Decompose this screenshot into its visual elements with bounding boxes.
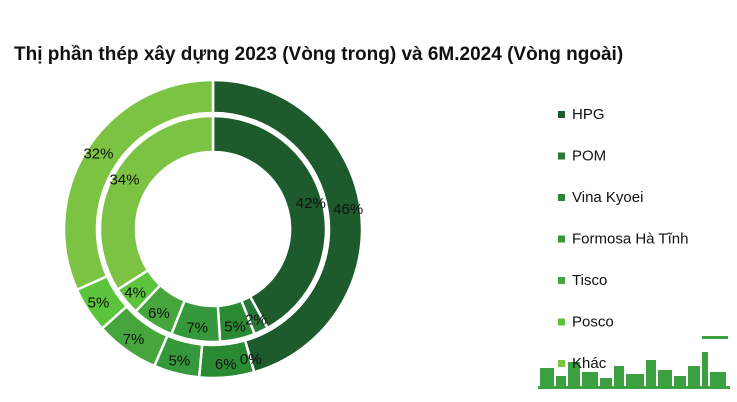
legend-swatch	[558, 152, 565, 160]
data-label: 6%	[215, 356, 237, 373]
legend-label: Tisco	[572, 272, 607, 289]
data-label: 2%	[245, 311, 267, 328]
data-label: 46%	[333, 201, 363, 218]
data-label: 42%	[296, 195, 326, 212]
legend-swatch	[558, 194, 565, 201]
legend-label: Khác	[572, 355, 607, 372]
legend-label: Formosa Hà Tĩnh	[572, 230, 688, 247]
data-label: 0%	[240, 351, 262, 368]
legend-swatch	[558, 111, 565, 118]
data-label: 5%	[169, 352, 191, 369]
legend-swatch	[558, 318, 565, 326]
data-label: 5%	[224, 319, 246, 336]
legend-label: Vina Kyoei	[572, 189, 643, 206]
legend-label: Posco	[572, 313, 614, 330]
donut-slice	[211, 114, 328, 330]
legend-label: HPG	[572, 106, 605, 123]
data-label: 6%	[148, 305, 170, 322]
legend-label: POM	[572, 147, 606, 164]
donut-slice	[98, 114, 215, 292]
data-label: 32%	[83, 146, 113, 163]
donut-slice	[211, 78, 364, 374]
legend-swatch	[558, 360, 565, 367]
data-label: 7%	[123, 331, 145, 348]
legend-swatch	[558, 235, 565, 243]
chart-title: Thị phần thép xây dựng 2023 (Vòng trong)…	[14, 44, 623, 65]
legend-swatch	[558, 277, 565, 284]
data-label: 5%	[88, 294, 110, 311]
data-label: 7%	[186, 320, 208, 337]
data-label: 4%	[124, 284, 146, 301]
donut-slice	[62, 78, 215, 292]
data-label: 34%	[109, 171, 139, 188]
skyline-decoration	[538, 336, 730, 389]
